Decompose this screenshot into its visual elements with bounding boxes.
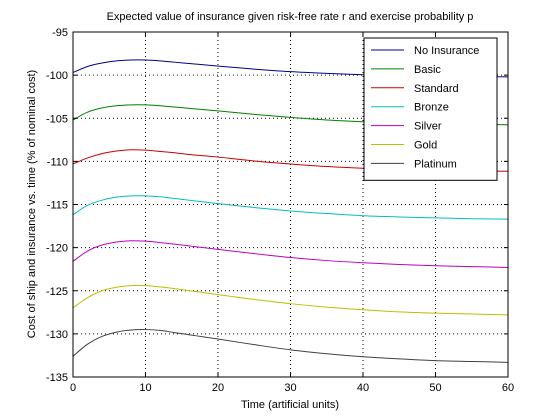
series-line-silver (72, 240, 509, 268)
y-tick-label: -120 (46, 243, 68, 255)
y-tick-label: -125 (46, 286, 68, 298)
y-axis-label: Cost of ship and insurance vs. time (% o… (26, 70, 38, 338)
series-line-bronze (72, 195, 509, 220)
x-tick-label: 10 (139, 382, 151, 394)
legend-label-standard: Standard (414, 83, 459, 95)
legend: No Insurance Basic Standard Bronze Silver Gol… (363, 37, 498, 181)
x-tick-label: 0 (70, 382, 76, 394)
x-tick-label: 30 (284, 382, 296, 394)
y-tick-label: -115 (47, 200, 68, 212)
axes: 0 10 20 30 40 50 60 -95 -100 -105 -110 -115 -120 -125… (46, 27, 514, 394)
legend-label-basic: Basic (414, 64, 441, 76)
legend-label-bronze: Bronze (414, 102, 449, 114)
x-tick-label: 20 (212, 382, 224, 394)
y-tick-label: -110 (47, 156, 68, 168)
x-tick-label: 60 (502, 382, 514, 394)
x-axis-label: Time (artificial units) (241, 399, 339, 411)
series-line-platinum (72, 329, 509, 363)
x-tick-label: 40 (357, 382, 369, 394)
legend-label-silver: Silver (414, 121, 442, 133)
legend-label-platinum: Platinum (414, 158, 457, 170)
legend-label-no-insurance: No Insurance (414, 45, 479, 57)
y-tick-label: -130 (46, 329, 68, 341)
y-tick-label: -135 (46, 372, 68, 384)
legend-box (363, 37, 498, 181)
chart-title: Expected value of insurance given risk-f… (107, 11, 474, 23)
x-tick-label: 50 (429, 382, 441, 394)
legend-label-gold: Gold (414, 140, 437, 152)
y-tick-label: -95 (52, 27, 68, 39)
series-line-gold (72, 284, 509, 316)
y-tick-label: -100 (46, 70, 68, 82)
grid-lines (73, 32, 508, 377)
y-tick-label: -105 (46, 113, 68, 125)
